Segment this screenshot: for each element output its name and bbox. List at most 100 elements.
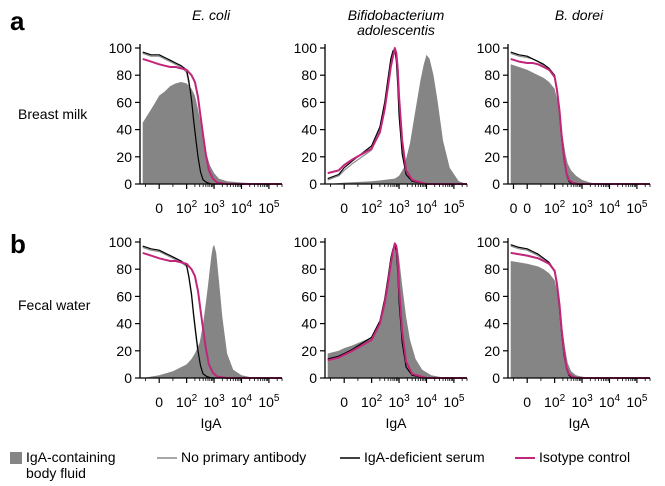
y-tick-label: 40 (484, 122, 500, 138)
y-tick-label: 0 (124, 176, 132, 192)
histogram-panels: 0 20 40 60 80 100 0 102 103 104 105 0 20 40 60 80 100 0 10… (109, 40, 651, 410)
series-iga-deficient-serum (142, 245, 282, 379)
x-tick-label: 105 (443, 199, 465, 216)
y-tick-label: 100 (477, 40, 501, 56)
panel-letter-a: a (10, 6, 25, 36)
y-tick-label: 100 (294, 40, 318, 56)
y-tick-label: 80 (301, 67, 317, 83)
column-title-adolescentis: adolescentis (357, 22, 435, 38)
x-tick-label: 103 (571, 393, 593, 410)
y-tick-label: 20 (301, 149, 317, 165)
y-tick-label: 60 (301, 94, 317, 110)
histogram-panel-row2-col2: 0 20 40 60 80 100 0 102 103 104 105 (294, 234, 468, 410)
y-tick-label: 60 (484, 288, 500, 304)
x-tick-label: 104 (231, 393, 253, 410)
histogram-panel-row1-col2: 0 20 40 60 80 100 0 102 103 104 105 (294, 40, 468, 216)
x-tick-label: 105 (443, 393, 465, 410)
y-tick-label: 0 (492, 370, 500, 386)
x-tick-label: 0 (510, 200, 518, 216)
x-axis-label-iga: IgA (568, 415, 590, 431)
x-tick-label: 104 (416, 393, 438, 410)
x-tick-label: 103 (388, 393, 410, 410)
legend-label: IgA-containing (26, 449, 116, 465)
y-tick-label: 80 (116, 261, 132, 277)
column-title-e-coli: E. coli (192, 7, 231, 23)
legend-label: Isotype control (539, 449, 630, 465)
y-tick-label: 40 (484, 316, 500, 332)
legend-item-isotype-control: Isotype control (515, 449, 630, 465)
histogram-panel-row2-col1: 0 20 40 60 80 100 0 102 103 104 105 (109, 234, 283, 410)
y-tick-label: 80 (484, 67, 500, 83)
row-label-breast-milk: Breast milk (18, 106, 88, 122)
histogram-panel-row2-col3: 0 20 40 60 80 100 0 102 103 104 105 (477, 234, 651, 410)
series-iga-deficient-serum (327, 48, 467, 185)
y-tick-label: 100 (109, 234, 133, 250)
series-iga-containing-body-fluid (510, 64, 650, 184)
series-isotype-control (327, 47, 467, 185)
series-isotype-control (327, 242, 467, 379)
y-tick-label: 80 (301, 261, 317, 277)
x-tick-label: 0 (155, 200, 163, 216)
y-tick-label: 80 (484, 261, 500, 277)
x-tick-label: 0 (155, 394, 163, 410)
x-tick-label: 103 (571, 199, 593, 216)
y-tick-label: 60 (484, 94, 500, 110)
x-tick-label: 0 (340, 394, 348, 410)
histogram-panel-row1-col1: 0 20 40 60 80 100 0 102 103 104 105 (109, 40, 283, 216)
x-tick-label: 102 (176, 393, 198, 410)
series-isotype-control (510, 57, 650, 185)
x-tick-label: 104 (416, 199, 438, 216)
x-tick-label: 0 (523, 394, 531, 410)
x-tick-label: 104 (231, 199, 253, 216)
y-tick-label: 40 (116, 316, 132, 332)
legend-item-iga-deficient-serum: IgA-deficient serum (340, 449, 485, 465)
x-tick-label: 102 (544, 199, 566, 216)
series-isotype-control (142, 251, 282, 379)
column-title-bifidobacterium: Bifidobacterium (348, 7, 445, 23)
y-tick-label: 20 (484, 343, 500, 359)
series-isotype-control (510, 251, 650, 379)
y-tick-label: 20 (301, 343, 317, 359)
y-tick-label: 20 (116, 343, 132, 359)
y-tick-label: 60 (116, 94, 132, 110)
x-axis-labels: IgA IgA IgA (200, 415, 590, 431)
x-tick-label: 102 (176, 199, 198, 216)
y-tick-label: 0 (124, 370, 132, 386)
y-tick-label: 20 (116, 149, 132, 165)
legend-label: IgA-deficient serum (364, 449, 485, 465)
row-label-fecal-water: Fecal water (18, 297, 91, 313)
y-tick-label: 40 (301, 122, 317, 138)
x-tick-label: 105 (258, 393, 280, 410)
x-tick-label: 102 (544, 393, 566, 410)
x-tick-label: 0 (340, 200, 348, 216)
series-iga-containing-body-fluid (510, 261, 650, 378)
x-tick-label: 104 (599, 199, 621, 216)
x-tick-label: 0 (523, 200, 531, 216)
y-tick-label: 60 (301, 288, 317, 304)
legend-swatch (10, 452, 22, 464)
x-tick-label: 103 (388, 199, 410, 216)
x-tick-label: 105 (626, 199, 648, 216)
legend-item-no-primary-antibody: No primary antibody (157, 449, 306, 465)
panel-letter-b: b (10, 229, 26, 259)
series-iga-containing-body-fluid (142, 244, 282, 378)
x-tick-label: 103 (203, 199, 225, 216)
legend-label: No primary antibody (181, 449, 306, 465)
y-tick-label: 0 (492, 176, 500, 192)
x-tick-label: 102 (361, 199, 383, 216)
y-tick-label: 20 (484, 149, 500, 165)
x-axis-label-iga: IgA (200, 415, 222, 431)
x-tick-label: 104 (599, 393, 621, 410)
x-tick-label: 105 (258, 199, 280, 216)
y-tick-label: 60 (116, 288, 132, 304)
y-tick-label: 100 (109, 40, 133, 56)
y-tick-label: 40 (301, 316, 317, 332)
y-tick-label: 40 (116, 122, 132, 138)
y-tick-label: 0 (309, 370, 317, 386)
y-tick-label: 100 (294, 234, 318, 250)
